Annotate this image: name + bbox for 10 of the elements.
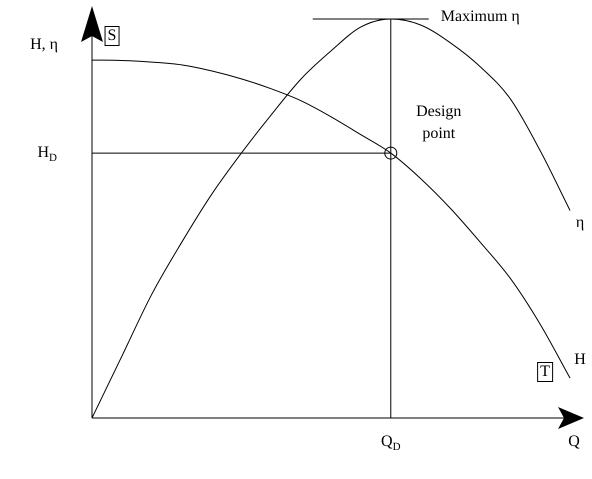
x-axis-title: Q xyxy=(568,433,580,451)
text: Q$_{D}$ xyxy=(381,433,401,453)
ref-line-label: Maximum η xyxy=(440,8,520,26)
annotation: T xyxy=(537,362,553,382)
ref-line-label: H$_{D}$ xyxy=(37,144,57,164)
y-axis-title: H, η xyxy=(30,36,58,54)
annotation: Design point xyxy=(415,102,462,144)
annotation: S xyxy=(104,26,120,46)
series-label: η xyxy=(576,214,584,232)
series-label: H xyxy=(574,351,586,370)
